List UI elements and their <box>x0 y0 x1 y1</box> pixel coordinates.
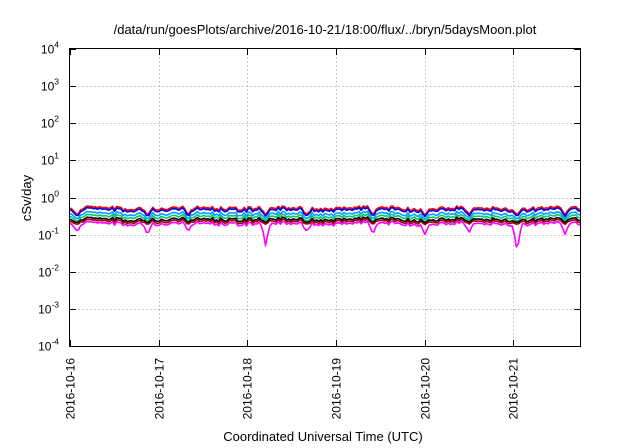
y-tick-label: 100 <box>41 189 59 206</box>
x-tick-label: 2016-10-20 <box>419 358 433 420</box>
series-line <box>69 216 581 224</box>
y-tick-label: 101 <box>41 151 59 168</box>
x-tick-label: 2016-10-18 <box>241 358 255 420</box>
axis-ticks <box>70 49 580 347</box>
y-tick-label: 10-3 <box>38 300 59 317</box>
series-line <box>69 218 581 226</box>
y-tick-label: 102 <box>41 114 59 131</box>
y-axis-label: cSv/day <box>19 174 34 221</box>
series-line <box>69 213 581 223</box>
plot-series <box>69 205 581 248</box>
x-tick-label: 2016-10-19 <box>330 358 344 420</box>
x-tick-label: 2016-10-17 <box>153 358 167 420</box>
x-tick-label: 2016-10-16 <box>64 358 78 420</box>
gridlines <box>70 49 580 346</box>
series-line <box>69 220 581 248</box>
y-tick-label: 104 <box>41 40 59 57</box>
y-tick-label: 10-1 <box>38 226 59 243</box>
y-tick-label: 103 <box>41 77 59 94</box>
y-tick-label: 10-2 <box>38 263 59 280</box>
chart-title: /data/run/goesPlots/archive/2016-10-21/1… <box>114 22 537 37</box>
x-tick-label: 2016-10-21 <box>507 358 521 420</box>
y-tick-label: 10-4 <box>38 337 59 354</box>
x-axis-label: Coordinated Universal Time (UTC) <box>223 429 422 444</box>
series-line <box>69 206 581 218</box>
y-tick-labels: 10-4 10-3 10-2 10-1 100 101 102 103 104 <box>38 40 59 354</box>
series-line <box>69 205 581 216</box>
x-tick-labels: 2016-10-16 2016-10-17 2016-10-18 2016-10-19… <box>64 358 521 420</box>
plot-frame <box>69 48 581 347</box>
series-line <box>69 210 581 220</box>
